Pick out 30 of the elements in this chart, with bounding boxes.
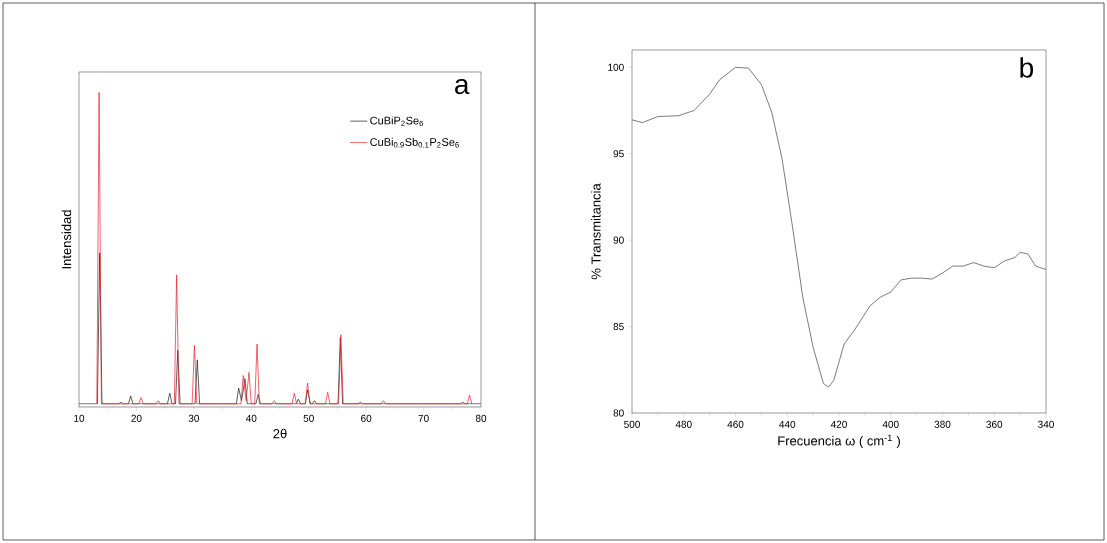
x-tick-label: 480 [675,420,692,428]
x-tick-label: 380 [934,420,951,428]
x-tick-label: 10 [74,414,85,422]
x-tick-label: 360 [986,420,1003,428]
y-axis-title: % Transmitancia [591,183,601,280]
x-tick-label: 420 [830,420,847,428]
x-tick-label: 70 [418,414,429,422]
y-tick-label: 80 [613,409,624,417]
x-tick-label: 40 [245,414,257,422]
x-tick-label: 340 [1038,420,1054,428]
y-tick-label: 100 [608,63,624,71]
legend-label: CuBiP$_{2}$Se$_{6}$ [370,116,424,127]
x-tick-label: 440 [779,420,796,428]
x-tick-label: 20 [131,414,142,422]
annotation: b [1020,57,1034,78]
x-axis-title: Frecuencia ω ( cm$^{-1}$ ) [778,434,900,449]
y-tick-label: 85 [613,323,624,331]
x-axis-title: 2θ [273,428,287,439]
y-tick-label: 90 [613,236,624,244]
x-tick-label: 500 [624,420,640,428]
annotation: a [455,78,470,95]
y-tick-label: 95 [613,150,624,158]
y-axis-title: Intensidad [61,210,72,269]
x-tick-label: 80 [475,414,487,422]
x-tick-label: 60 [361,414,372,422]
x-tick-label: 460 [727,420,744,428]
x-tick-label: 50 [303,414,314,422]
x-tick-label: 400 [882,420,899,428]
legend-label: CuBi$_{0.9}$Sb$_{0.1}$P$_{2}$Se$_{6}$ [370,137,459,148]
x-tick-label: 30 [188,414,200,422]
